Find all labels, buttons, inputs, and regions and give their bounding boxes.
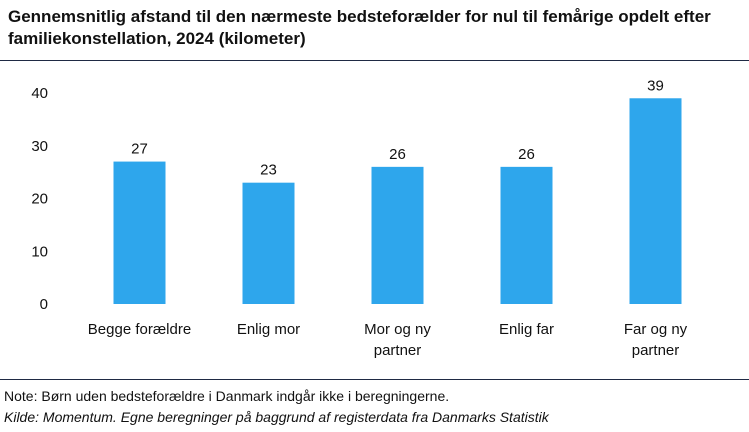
data-label: 27: [131, 141, 148, 158]
x-tick-label: Mor og ny: [364, 321, 431, 338]
top-rule: [0, 60, 749, 61]
y-tick-label: 10: [31, 243, 48, 260]
source-note: Kilde: Momentum. Egne beregninger på bag…: [4, 409, 549, 425]
data-label: 23: [260, 162, 277, 179]
bottom-rule: [0, 379, 749, 380]
bar: [113, 161, 166, 304]
bar: [500, 166, 553, 304]
x-tick-label: partner: [374, 342, 422, 359]
y-tick-label: 30: [31, 138, 48, 155]
x-tick-label: Enlig far: [499, 321, 554, 338]
data-label: 26: [518, 146, 535, 163]
data-label: 26: [389, 146, 406, 163]
bar: [371, 166, 424, 304]
x-tick-label: Begge forældre: [88, 321, 191, 338]
y-tick-label: 0: [40, 296, 48, 313]
bar-chart: 0 10 20 30 40 27 23 26 26 39 Begge forældre Enlig…: [31, 77, 688, 359]
data-labels: 27 23 26 26 39: [131, 77, 664, 178]
x-tick-label: Enlig mor: [237, 321, 300, 338]
bars: [113, 98, 682, 305]
data-label: 39: [647, 77, 664, 94]
chart-title: Gennemsnitlig afstand til den nærmeste b…: [8, 7, 711, 48]
x-tick-label: partner: [632, 342, 680, 359]
footnote: Note: Børn uden bedsteforældre i Danmark…: [4, 388, 450, 404]
bar: [629, 98, 682, 305]
y-axis: 0 10 20 30 40: [31, 85, 48, 313]
x-tick-label: Far og ny: [624, 321, 688, 338]
x-axis: Begge forældre Enlig mor Mor og ny partner E…: [88, 321, 688, 359]
bar: [242, 182, 295, 304]
y-tick-label: 40: [31, 85, 48, 102]
y-tick-label: 20: [31, 191, 48, 208]
